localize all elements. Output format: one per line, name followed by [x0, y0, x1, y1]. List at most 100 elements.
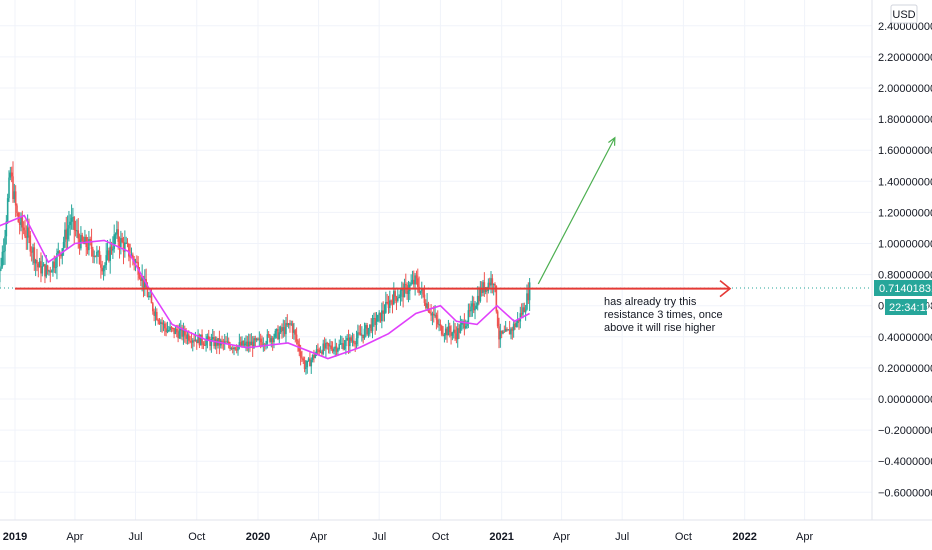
- candle-body: [234, 347, 237, 350]
- candle-body: [185, 335, 187, 339]
- candle-body: [415, 275, 418, 279]
- candle-body: [181, 327, 183, 337]
- candle-body: [233, 347, 235, 350]
- candle-body: [295, 334, 298, 341]
- candle-body: [21, 217, 24, 228]
- candle-body: [319, 351, 322, 353]
- candle-body: [470, 306, 472, 312]
- candle-body: [520, 313, 523, 315]
- candle-body: [44, 264, 46, 277]
- candle-body: [158, 321, 161, 324]
- candle-body: [478, 295, 480, 302]
- candle-body: [428, 311, 431, 313]
- candle-body: [305, 367, 307, 370]
- candle-body: [13, 191, 16, 200]
- candle-body: [315, 349, 318, 355]
- candle-body: [76, 230, 78, 232]
- candle-body: [510, 328, 512, 335]
- candle-body: [459, 324, 462, 333]
- candle-body: [167, 329, 170, 331]
- candle-body: [399, 290, 402, 297]
- candle-body: [48, 270, 50, 272]
- candle-body: [189, 340, 191, 342]
- annotation-line-3[interactable]: above it will rise higher: [604, 322, 716, 334]
- candle-body: [144, 279, 146, 288]
- candle-body: [190, 341, 193, 343]
- candle-body: [341, 343, 343, 345]
- x-tick-label: Oct: [675, 531, 692, 543]
- candle-body: [9, 172, 12, 178]
- y-tick-label: 1.80000000: [878, 114, 932, 126]
- candle-body: [259, 338, 262, 343]
- candle-body: [442, 334, 444, 336]
- candle-body: [136, 261, 138, 263]
- candle-body: [386, 301, 388, 303]
- candle-body: [467, 310, 470, 322]
- resistance-line[interactable]: [15, 279, 732, 298]
- candle-body: [333, 348, 335, 352]
- annotation-line-2[interactable]: resistance 3 times, once: [604, 309, 723, 321]
- time-axis[interactable]: 2019 Apr Jul Oct 2020 Apr Jul Oct 2021 Apr Jul Oct 2…: [3, 531, 814, 543]
- candle-body: [378, 312, 380, 315]
- candle-body: [247, 341, 250, 347]
- candle-body: [365, 325, 367, 329]
- candle-body: [265, 343, 267, 346]
- candle-body: [342, 343, 345, 350]
- candle-body: [124, 242, 126, 252]
- candle-body: [267, 334, 270, 336]
- candle-body: [169, 326, 171, 330]
- candle-body: [2, 251, 5, 253]
- candle-body: [476, 295, 479, 306]
- candle-body: [402, 287, 404, 298]
- price-axis[interactable]: 2.40000000 2.20000000 2.00000000 1.80000000…: [878, 21, 932, 500]
- x-tick-label: Jul: [128, 531, 142, 543]
- x-tick-label: Apr: [796, 531, 813, 543]
- candle-body: [36, 260, 38, 264]
- candle-body: [391, 300, 394, 305]
- candle-body: [128, 243, 130, 257]
- candle-body: [238, 342, 241, 346]
- candle-body: [163, 323, 166, 329]
- candle-body: [45, 265, 48, 277]
- candle-body: [393, 291, 395, 305]
- currency-button[interactable]: [890, 4, 918, 24]
- candle-body: [157, 319, 159, 322]
- candle-body: [58, 251, 61, 255]
- candle-body: [269, 335, 271, 342]
- candle-body: [472, 303, 475, 311]
- candle-body: [227, 341, 230, 346]
- candle-body: [261, 342, 263, 346]
- candle-body: [447, 326, 450, 336]
- candle-body: [507, 329, 510, 331]
- candle-body: [28, 227, 30, 236]
- candle-body: [516, 319, 519, 324]
- candle-body: [494, 283, 496, 286]
- candle-body: [174, 329, 177, 334]
- candle-body: [289, 323, 291, 325]
- candle-body: [70, 217, 73, 222]
- projection-arrow[interactable]: [537, 136, 616, 285]
- y-tick-label: −0.20000000: [878, 425, 932, 437]
- candle-body: [492, 283, 495, 285]
- candle-body: [150, 295, 153, 304]
- candle-body: [142, 275, 145, 288]
- candle-body: [81, 235, 84, 241]
- candle-body: [306, 360, 309, 368]
- x-tick-label: Jul: [615, 531, 629, 543]
- candle-body: [431, 313, 434, 316]
- candle-body: [471, 303, 474, 307]
- candle-body: [326, 342, 329, 344]
- candle-body: [160, 322, 162, 324]
- candle-body: [109, 246, 112, 261]
- axes: [0, 0, 932, 521]
- annotation-line-1[interactable]: has already try this: [604, 296, 697, 308]
- candle-body: [22, 227, 25, 231]
- candle-body: [56, 252, 58, 268]
- candle-body: [16, 205, 18, 214]
- candle-body: [97, 251, 100, 253]
- candle-body: [199, 334, 202, 346]
- candle-body: [515, 323, 518, 327]
- chart-grid: [0, 0, 872, 520]
- x-tick-label: 2021: [489, 531, 513, 543]
